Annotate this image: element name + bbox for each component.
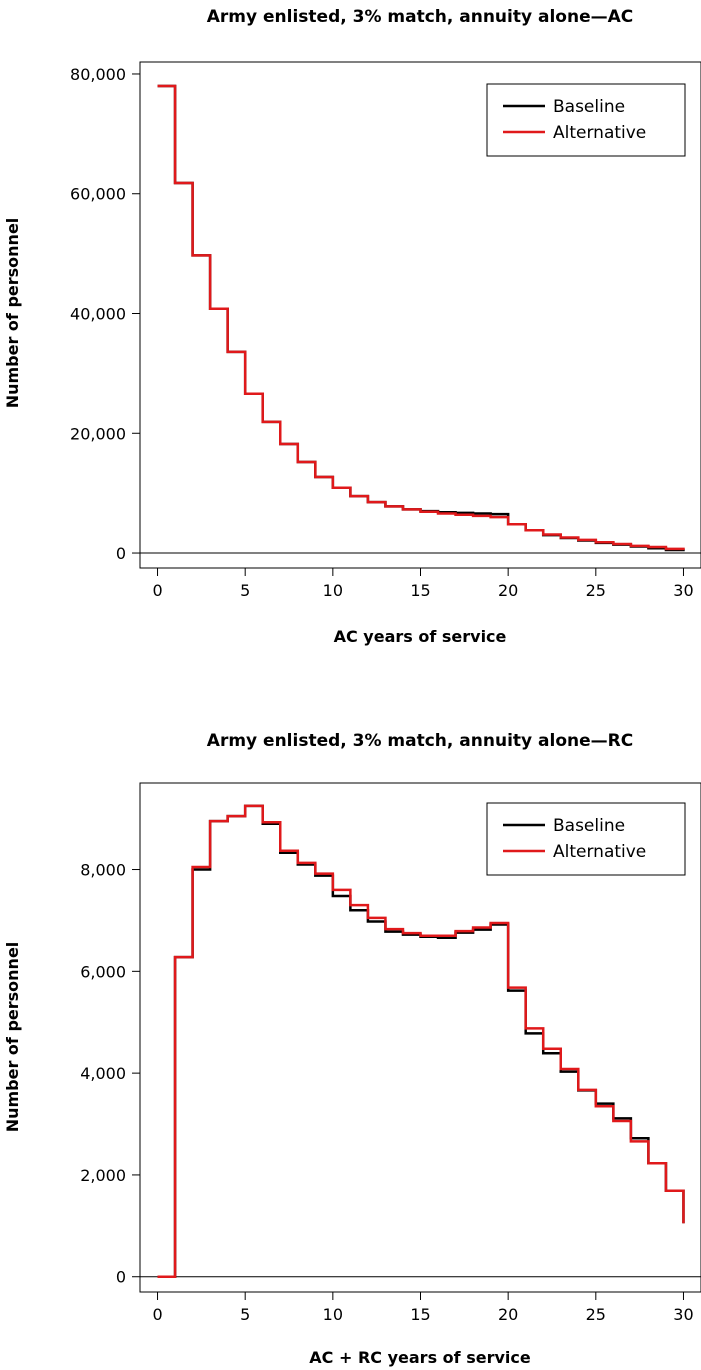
rc-chart: Army enlisted, 3% match, annuity alone—R…	[3, 731, 701, 1367]
legend-label: Alternative	[553, 842, 646, 862]
x-tick-label: 30	[673, 581, 693, 600]
x-tick-label: 20	[498, 581, 518, 600]
x-tick-label: 20	[498, 1305, 518, 1324]
x-axis-label: AC years of service	[334, 627, 507, 646]
x-tick-label: 0	[152, 1305, 162, 1324]
y-axis-label: Number of personnel	[3, 942, 22, 1133]
x-tick-label: 5	[240, 581, 250, 600]
series-line-alternative	[157, 804, 685, 1278]
x-tick-label: 15	[410, 1305, 430, 1324]
y-axis: 0 2,000 4,000 6,000 8,000	[80, 861, 140, 1287]
legend-box	[486, 802, 686, 876]
series-group	[157, 804, 685, 1278]
x-tick-label: 0	[152, 581, 162, 600]
legend: Baseline Alternative	[486, 802, 686, 876]
x-axis: 0 5 10 15 20 25 30	[152, 568, 694, 600]
y-tick-label: 8,000	[80, 861, 126, 880]
x-axis-label: AC + RC years of service	[309, 1348, 531, 1367]
y-tick-label: 0	[116, 544, 126, 563]
legend-label: Alternative	[553, 123, 646, 143]
x-tick-label: 25	[586, 581, 606, 600]
series-line-baseline	[157, 804, 685, 1278]
x-tick-label: 10	[323, 1305, 343, 1324]
y-tick-label: 0	[116, 1268, 126, 1287]
x-axis: 0 5 10 15 20 25 30	[152, 1292, 694, 1324]
series-group	[157, 84, 685, 552]
x-tick-label: 30	[673, 1305, 693, 1324]
ac-chart: Army enlisted, 3% match, annuity alone—A…	[3, 7, 701, 646]
y-tick-label: 20,000	[70, 424, 126, 443]
y-tick-label: 80,000	[70, 65, 126, 84]
x-tick-label: 15	[410, 581, 430, 600]
x-tick-label: 25	[586, 1305, 606, 1324]
legend-label: Baseline	[553, 97, 625, 117]
y-tick-label: 6,000	[80, 962, 126, 981]
y-tick-label: 40,000	[70, 305, 126, 324]
y-tick-label: 4,000	[80, 1064, 126, 1083]
x-tick-label: 10	[323, 581, 343, 600]
chart-title: Army enlisted, 3% match, annuity alone—A…	[207, 7, 634, 27]
y-axis-label: Number of personnel	[3, 218, 22, 409]
legend-label: Baseline	[553, 816, 625, 836]
y-tick-label: 2,000	[80, 1166, 126, 1185]
y-tick-label: 60,000	[70, 185, 126, 204]
series-line-alternative	[157, 84, 685, 551]
legend: Baseline Alternative	[486, 83, 686, 157]
legend-box	[486, 83, 686, 157]
x-tick-label: 5	[240, 1305, 250, 1324]
y-axis: 0 20,000 40,000 60,000 80,000	[70, 65, 140, 563]
chart-title: Army enlisted, 3% match, annuity alone—R…	[207, 731, 633, 751]
